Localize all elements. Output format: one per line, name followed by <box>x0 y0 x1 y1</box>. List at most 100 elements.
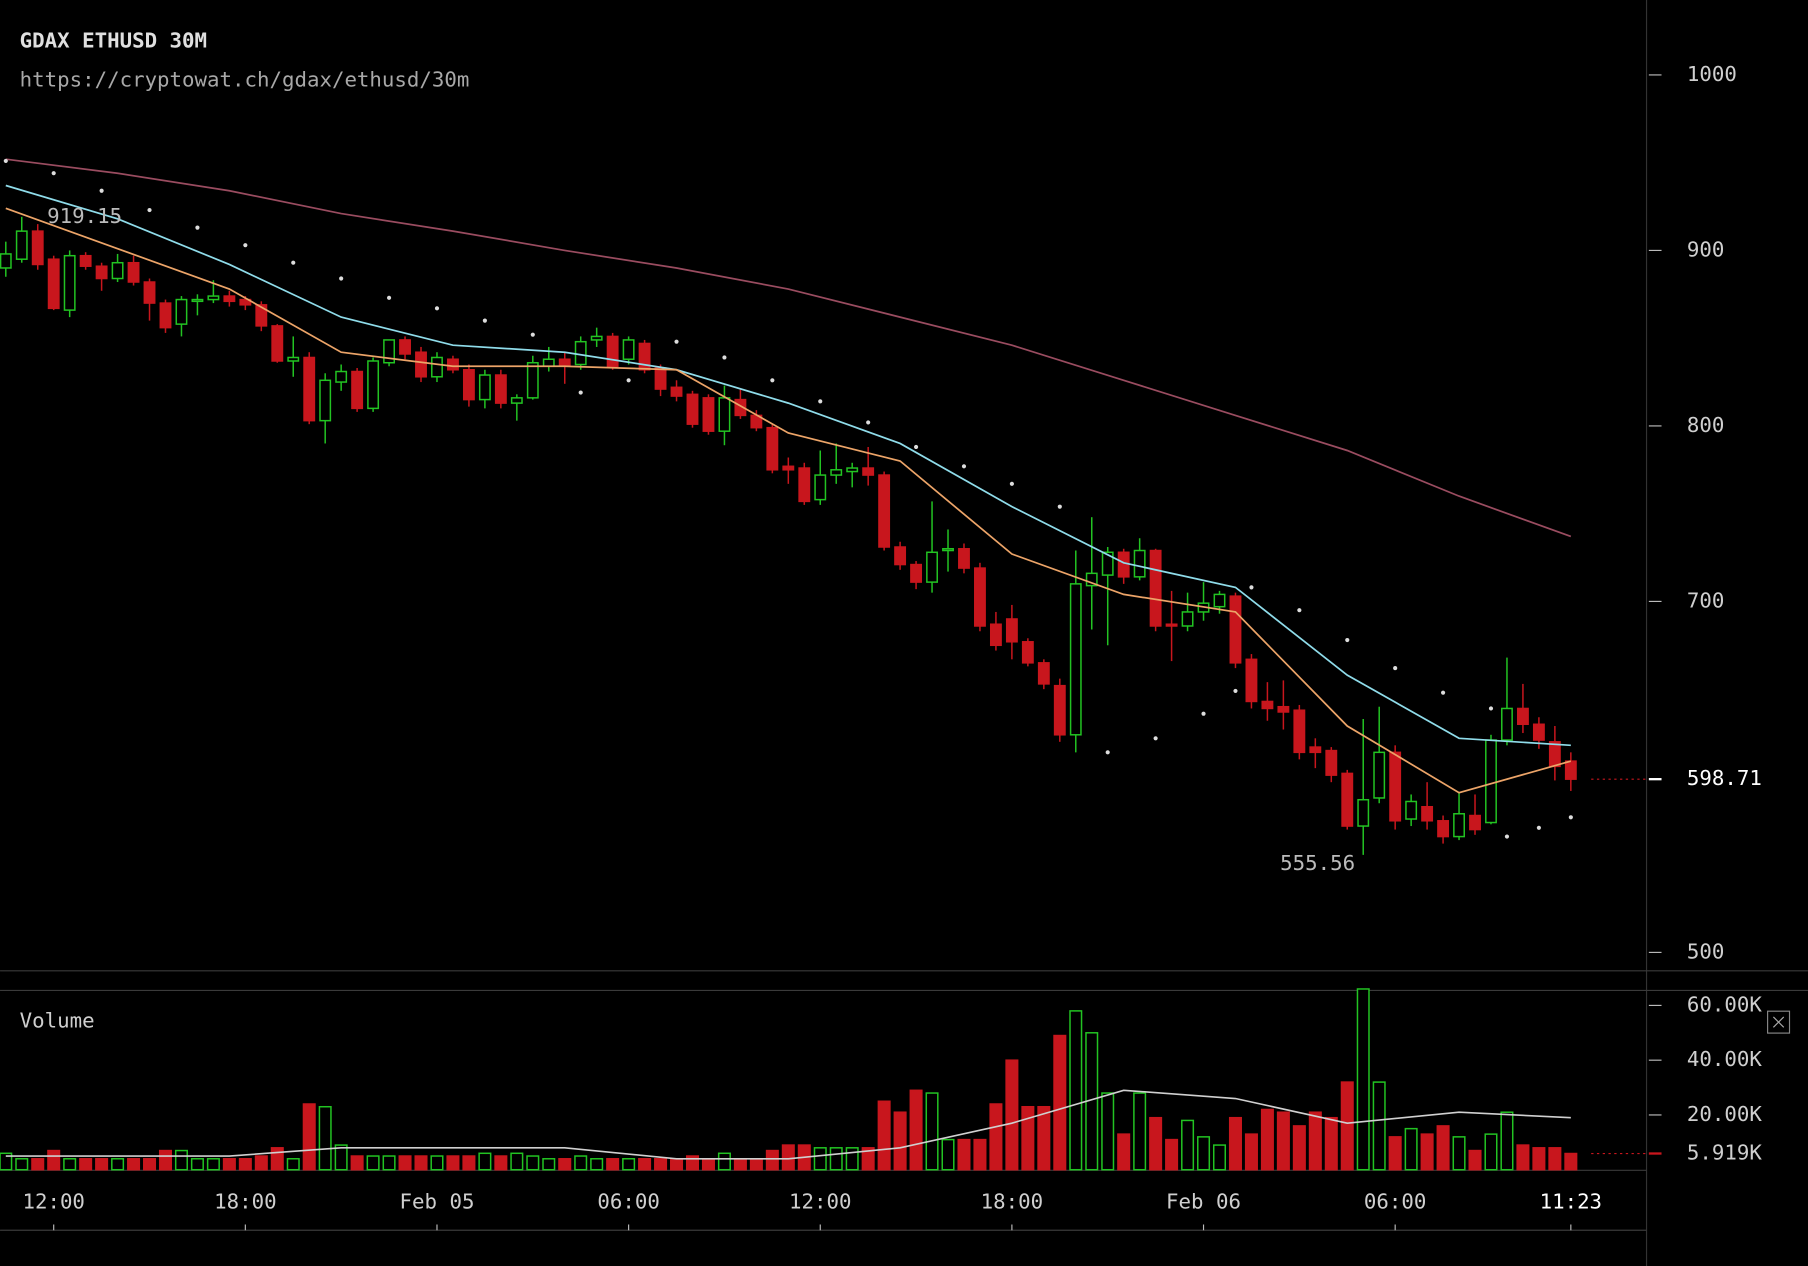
y-tick-label: 700 <box>1687 588 1724 612</box>
candle-body <box>1309 746 1322 754</box>
volume-bar <box>206 1158 220 1171</box>
volume-bar <box>334 1144 348 1171</box>
volume-bar <box>47 1149 61 1171</box>
x-tick-label: 06:00 <box>1364 1190 1426 1214</box>
volume-bar <box>190 1158 204 1171</box>
volume-average <box>5 1089 1571 1160</box>
volume-y-tick-label: 60.00K <box>1687 992 1762 1016</box>
volume-bar <box>1340 1081 1354 1171</box>
candle-body <box>1341 772 1354 827</box>
candle-body <box>1516 707 1529 726</box>
candle-body <box>798 467 811 503</box>
volume-bar <box>174 1149 188 1171</box>
volume-bar <box>0 1152 13 1171</box>
sar-dot <box>434 306 440 311</box>
candle-body <box>1325 749 1338 776</box>
volume-bar <box>446 1155 460 1171</box>
volume-bar <box>1212 1144 1227 1171</box>
candle-body <box>447 358 459 371</box>
candle-body <box>15 230 28 260</box>
volume-bar <box>398 1155 412 1171</box>
candle-body <box>718 397 731 432</box>
volume-bar <box>1133 1092 1147 1171</box>
volume-bar <box>606 1158 620 1171</box>
x-tick-label: 18:00 <box>214 1190 276 1214</box>
volume-bar <box>302 1103 316 1171</box>
candle-body <box>287 356 300 362</box>
candle-body <box>926 551 938 583</box>
close-cross[interactable] <box>1772 1016 1785 1028</box>
x-tick-label: 12:00 <box>789 1190 851 1214</box>
volume-bar <box>1181 1119 1195 1171</box>
y-tick-label: 800 <box>1687 413 1724 437</box>
volume-bar <box>1197 1136 1211 1171</box>
volume-bar <box>526 1155 540 1171</box>
candle-body <box>989 623 1002 647</box>
volume-bar <box>861 1147 875 1171</box>
volume-bar <box>15 1158 29 1171</box>
volume-bar <box>1500 1111 1514 1171</box>
volume-bar <box>494 1155 508 1171</box>
sar-dot <box>1441 690 1446 695</box>
volume-bar <box>622 1158 636 1171</box>
volume-bar <box>941 1138 955 1171</box>
sar-dot <box>99 188 104 193</box>
volume-bar <box>574 1155 588 1171</box>
volume-title: Volume <box>20 1009 95 1033</box>
sar-dot <box>1009 481 1014 486</box>
volume-bar <box>1260 1108 1274 1171</box>
volume-bar <box>1308 1111 1322 1171</box>
volume-bar <box>590 1158 604 1171</box>
volume-bar <box>270 1147 284 1171</box>
candle-body <box>175 298 188 325</box>
candle-body <box>431 356 443 378</box>
sar-dot <box>147 207 152 213</box>
volume-bar <box>1021 1105 1035 1171</box>
candle-body <box>223 295 236 303</box>
volume-bar <box>1420 1133 1434 1171</box>
sar-dot <box>1249 585 1254 590</box>
volume-bar <box>1244 1133 1258 1171</box>
sar-dot <box>674 339 679 344</box>
candle-body <box>766 426 779 471</box>
volume-bar <box>1404 1127 1418 1171</box>
sar-dot <box>913 444 919 450</box>
sar-dot <box>770 378 775 383</box>
candle-body <box>814 474 827 501</box>
candle-body <box>1532 723 1545 741</box>
candle-body <box>1277 705 1290 713</box>
candle-body <box>958 548 970 569</box>
candle-body <box>942 548 954 552</box>
volume-bar <box>222 1158 236 1171</box>
candle-body <box>782 465 795 471</box>
candle-body <box>1453 813 1465 838</box>
candle-body <box>558 358 571 368</box>
volume-bar <box>813 1147 827 1171</box>
close-button[interactable] <box>1767 1010 1791 1034</box>
sar-dot <box>1057 504 1062 509</box>
candle-body <box>1485 739 1497 824</box>
candle-body <box>654 367 667 390</box>
candle-body <box>526 361 539 399</box>
candle-body <box>191 298 204 303</box>
candle-body <box>335 370 348 383</box>
volume-bar <box>430 1155 444 1171</box>
candle-body <box>47 258 60 310</box>
volume-bar <box>127 1158 141 1171</box>
candle-body <box>159 302 172 329</box>
candle-body <box>1053 684 1066 736</box>
volume-bar <box>638 1158 652 1171</box>
volume-bar <box>989 1103 1003 1171</box>
y-tick-label: 500 <box>1687 939 1724 963</box>
candle-body <box>478 374 491 401</box>
sar-dot <box>530 332 535 337</box>
candle-body <box>207 295 220 301</box>
volume-bar <box>973 1138 987 1171</box>
volume-bar <box>79 1158 93 1171</box>
volume-bar <box>382 1155 396 1171</box>
volume-bar <box>1117 1133 1131 1171</box>
volume-bar <box>749 1158 763 1171</box>
candle-body <box>1117 551 1130 578</box>
close-box[interactable] <box>1767 1010 1791 1034</box>
